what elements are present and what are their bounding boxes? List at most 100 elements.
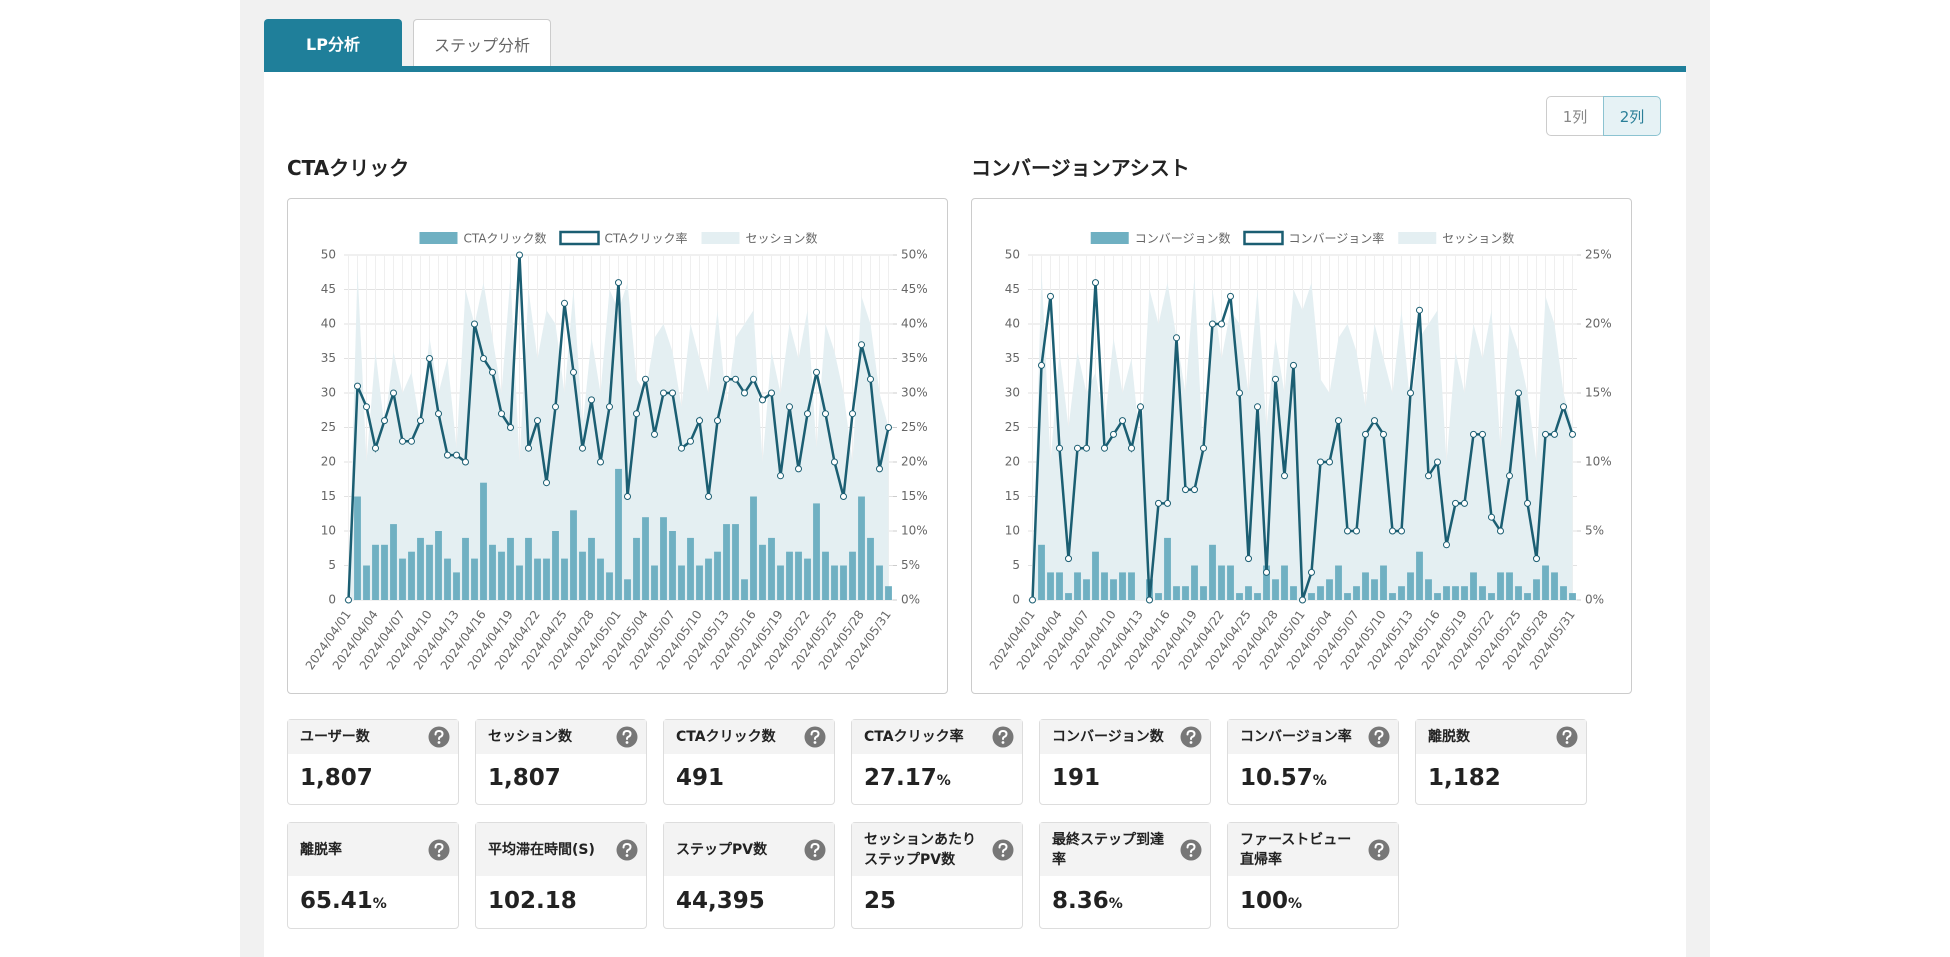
y-tick-label: 10: [1005, 524, 1020, 538]
point: [858, 341, 865, 349]
y-tick-label: 35: [321, 351, 336, 365]
bar: [498, 551, 505, 600]
help-icon[interactable]: [804, 839, 826, 861]
help-icon[interactable]: [1556, 726, 1578, 748]
y-tick-label: 35: [1005, 351, 1020, 365]
metric-card: セッションあたり ステップPV数 25: [851, 822, 1023, 929]
point: [1461, 499, 1468, 507]
metric-unit: %: [1312, 773, 1327, 789]
tab[interactable]: ステップ分析: [413, 19, 551, 67]
legend-swatch: [559, 230, 600, 246]
point: [453, 451, 460, 459]
bar: [507, 537, 514, 600]
point: [1110, 430, 1117, 438]
metric-value: 100: [1240, 888, 1289, 914]
help-glyph: [1186, 842, 1196, 853]
help-icon[interactable]: [1180, 839, 1202, 861]
point: [1281, 472, 1288, 480]
bar: [732, 524, 739, 600]
point: [885, 424, 892, 431]
y-tick-label: 15: [321, 489, 336, 503]
chart-title: CTAクリック: [287, 156, 410, 180]
point: [1470, 430, 1477, 438]
y-tick-label: 45: [1005, 282, 1020, 296]
help-icon[interactable]: [1180, 726, 1202, 748]
help-icon[interactable]: [616, 839, 638, 861]
bar: [1272, 579, 1279, 600]
bar: [1362, 572, 1369, 600]
bar: [1182, 586, 1189, 600]
metric-value-wrap: 100%: [1240, 888, 1302, 914]
point: [1299, 596, 1306, 604]
bar: [723, 524, 730, 600]
point: [1434, 458, 1441, 466]
help-dot: [813, 741, 817, 744]
legend-label: CTAクリック数: [463, 231, 546, 246]
help-icon[interactable]: [616, 726, 638, 748]
tab-active[interactable]: LP分析: [264, 19, 402, 67]
point: [1065, 555, 1072, 563]
bar: [804, 558, 811, 600]
bar: [1218, 565, 1225, 600]
help-icon[interactable]: [992, 839, 1014, 861]
help-icon[interactable]: [428, 726, 450, 748]
bar: [1551, 572, 1558, 600]
area: [1032, 268, 1573, 600]
bar: [1470, 572, 1477, 600]
bar: [1416, 551, 1423, 600]
metric-value-wrap: 10.57%: [1240, 765, 1327, 791]
layout-button-active[interactable]: 2列: [1603, 96, 1661, 136]
bar: [660, 517, 667, 600]
point: [615, 279, 622, 287]
legend-label: コンバージョン数: [1135, 231, 1231, 246]
bar: [1560, 586, 1567, 600]
point: [345, 596, 352, 604]
bar: [705, 558, 712, 600]
chart: 051015202530354045500%5%10%15%20%25%2024…: [987, 231, 1612, 673]
point: [1515, 389, 1522, 397]
point: [1524, 499, 1531, 507]
point: [651, 430, 658, 438]
metric-value-wrap: 102.18: [488, 888, 577, 914]
bar: [768, 537, 775, 600]
y-tick-label: 45: [321, 282, 336, 296]
bar: [696, 565, 703, 600]
legend-swatch: [1398, 232, 1437, 244]
bar: [363, 565, 370, 600]
help-dot: [1377, 853, 1381, 857]
metric-value-wrap: 491: [676, 765, 724, 791]
help-icon[interactable]: [804, 726, 826, 748]
bar: [669, 531, 676, 600]
help-dot: [1189, 741, 1193, 744]
help-dot: [625, 853, 629, 857]
bar: [885, 586, 892, 600]
help-icon[interactable]: [1368, 839, 1390, 861]
bar: [714, 551, 721, 600]
help-icon[interactable]: [428, 839, 450, 861]
metric-value: 102.18: [488, 888, 577, 914]
layout-button[interactable]: 1列: [1546, 96, 1604, 136]
help-glyph: [1562, 729, 1572, 740]
bar: [399, 558, 406, 600]
help-icon[interactable]: [992, 726, 1014, 748]
bar: [1506, 572, 1513, 600]
bar: [1497, 572, 1504, 600]
point: [1038, 361, 1045, 369]
metric-value: 1,182: [1428, 765, 1501, 791]
help-icon[interactable]: [1368, 726, 1390, 748]
bar: [1209, 544, 1216, 600]
point: [471, 320, 478, 328]
metric-value: 1,807: [488, 765, 561, 791]
point: [813, 368, 820, 376]
bar: [525, 537, 532, 600]
bar: [795, 551, 802, 600]
bar: [1434, 593, 1441, 600]
point: [363, 403, 370, 411]
point: [1371, 417, 1378, 425]
point: [1254, 403, 1261, 411]
bar: [381, 544, 388, 600]
help-glyph: [622, 842, 632, 853]
point: [552, 403, 559, 411]
point: [1209, 320, 1216, 328]
legend: CTAクリック数 CTAクリック率 セッション数: [419, 230, 818, 246]
